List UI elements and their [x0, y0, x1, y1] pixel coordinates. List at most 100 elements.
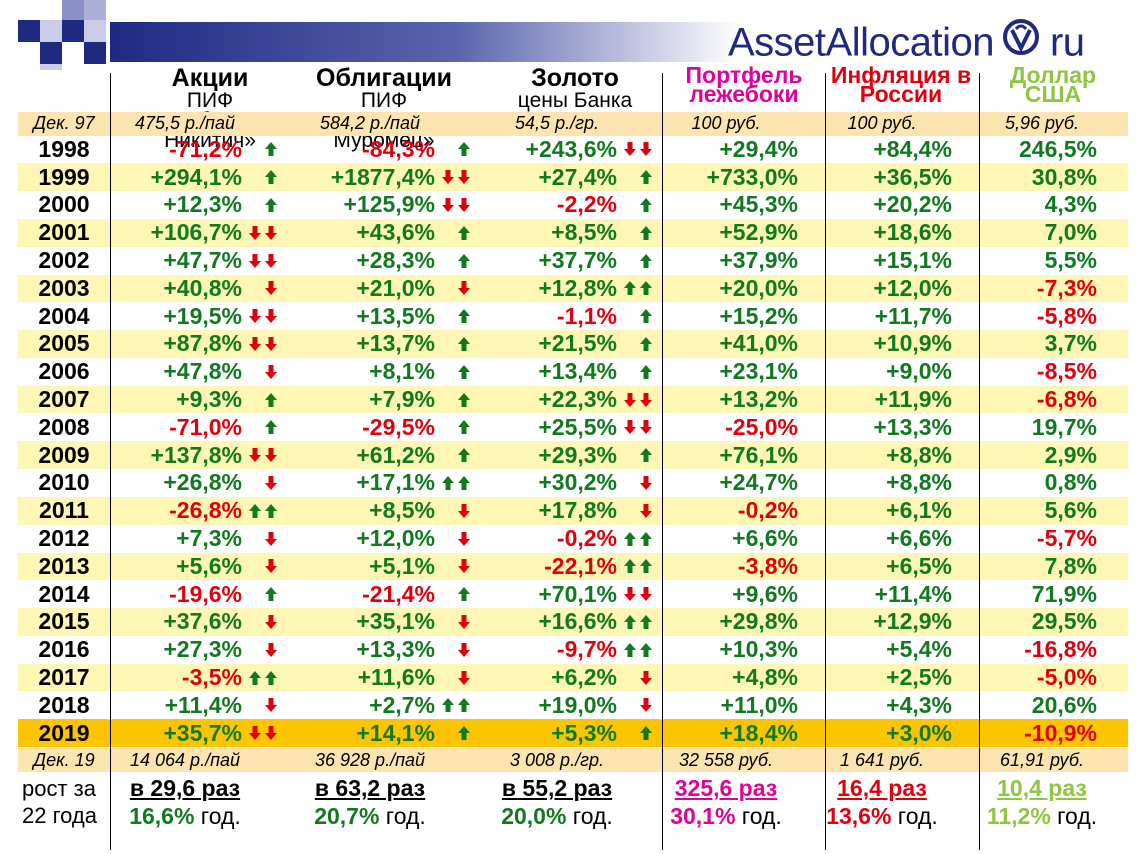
- arrows-gold: [623, 191, 653, 219]
- start-label: Дек. 97: [33, 113, 95, 133]
- arrow-up-icon: [458, 726, 470, 741]
- value-infl: +9,0%: [886, 358, 952, 385]
- arrow-up-icon: [640, 225, 652, 240]
- value-usd: -7,3%: [1036, 274, 1097, 301]
- start-row: Дек. 97 475,5 р./пай 584,2 р./пай 54,5 р./г…: [18, 111, 1128, 136]
- growth-akcii: в 29,6 раз: [129, 775, 241, 802]
- value-gold: -2,2%: [556, 191, 617, 218]
- value-usd: -6,8%: [1036, 386, 1097, 413]
- value-port: +9,6%: [732, 580, 798, 607]
- arrows-gold: [623, 386, 653, 414]
- value-infl: +2,5%: [886, 664, 952, 691]
- arrow-down-icon: [265, 559, 277, 574]
- arrows-gold: [623, 358, 653, 386]
- arrow-down-icon: [624, 392, 636, 407]
- value-port: +4,8%: [732, 664, 798, 691]
- ref-infl: 1 641 руб.: [840, 749, 924, 770]
- value-obl: +11,6%: [357, 664, 435, 691]
- arrow-down-icon: [442, 197, 454, 212]
- header-title: Доллар США: [1009, 62, 1097, 107]
- value-obl: +17,1%: [356, 469, 435, 496]
- ref-obl: 584,2 р./пай: [320, 113, 420, 133]
- header-title: Акции: [171, 64, 249, 92]
- table-row: 2014 -19,6% -21,4% +70,1% +9,6% +11,4% 71,9%: [18, 580, 1128, 608]
- value-obl: +8,1%: [369, 358, 435, 385]
- arrows-obl: [441, 553, 471, 581]
- annual-pct: 30,1%: [670, 802, 736, 829]
- year-label: 1999: [38, 163, 90, 190]
- separator: [662, 73, 663, 850]
- value-usd: -5,0%: [1036, 664, 1097, 691]
- value-gold: -22,1%: [544, 552, 617, 579]
- value-port: +20,0%: [719, 274, 798, 301]
- year-label: 2017: [38, 664, 90, 691]
- arrows-gold: [623, 163, 653, 191]
- arrow-down-icon: [640, 587, 652, 602]
- table-row: 1999 +294,1% +1877,4% +27,4% +733,0% +36,5% 30…: [18, 163, 1128, 192]
- header-usd: Доллар США: [992, 62, 1114, 107]
- table-row: 2005 +87,8% +13,7% +21,5% +41,0% +10,9% 3,7%: [18, 330, 1128, 358]
- value-infl: +3,0%: [886, 719, 952, 746]
- annual-pct: 13,6%: [826, 802, 892, 829]
- value-port: -25,0%: [725, 413, 798, 440]
- arrows-akcii: [248, 302, 278, 330]
- ref-port: 100 руб.: [691, 113, 761, 133]
- end-row: Дек. 19 14 064 р./пай 36 928 р./пай 3 008 р…: [18, 748, 1128, 773]
- arrows-obl: [441, 525, 471, 553]
- annual-usd: 11,2% год.: [957, 802, 1127, 830]
- value-usd: -8,5%: [1036, 358, 1097, 385]
- value-usd: 2,9%: [1044, 441, 1097, 468]
- growth-obl: в 63,2 раз: [314, 775, 426, 802]
- arrow-up-icon: [640, 170, 652, 185]
- arrow-up-icon: [265, 170, 277, 185]
- arrow-down-icon: [640, 475, 652, 490]
- arrow-down-icon: [249, 726, 261, 741]
- arrow-up-icon: [640, 364, 652, 379]
- arrows-obl: [441, 497, 471, 525]
- value-usd: 19,7%: [1031, 413, 1097, 440]
- annual-pct: 11,2%: [986, 802, 1051, 829]
- arrow-up-icon: [640, 197, 652, 212]
- value-gold: -9,7%: [556, 636, 617, 663]
- table-row: 2007 +9,3% +7,9% +22,3% +13,2% +11,9% -6,8%: [18, 385, 1128, 414]
- arrows-obl: [441, 219, 471, 247]
- year-label: 2010: [38, 469, 90, 496]
- annual-infl: 13,6% год.: [797, 802, 967, 830]
- value-port: -0,2%: [737, 497, 798, 524]
- end-label: Дек. 19: [33, 749, 95, 770]
- arrows-obl: [441, 163, 471, 191]
- value-obl: +7,9%: [369, 386, 435, 413]
- growth-row: рост за в 29,6 раз в 63,2 раз в 55,2 раз 325…: [18, 775, 1128, 802]
- value-infl: +10,9%: [873, 330, 952, 357]
- year-label: 2014: [38, 580, 90, 607]
- value-usd: 4,3%: [1044, 191, 1097, 218]
- arrow-up-icon: [640, 336, 652, 351]
- arrows-obl: [441, 636, 471, 664]
- value-port: +29,8%: [719, 608, 798, 635]
- annual-akcii: 16,6% год.: [100, 802, 270, 830]
- arrow-up-icon: [442, 475, 454, 490]
- ref-gold: 54,5 р./гр.: [515, 113, 599, 133]
- annual-suffix: год.: [566, 802, 613, 829]
- year-label: 1998: [38, 135, 90, 162]
- globe-icon: [1002, 18, 1040, 66]
- value-gold: +29,3%: [538, 441, 617, 468]
- arrows-gold: [623, 219, 653, 247]
- value-akcii: +9,3%: [176, 386, 242, 413]
- year-label: 2018: [38, 691, 90, 718]
- table-row: 2002 +47,7% +28,3% +37,7% +37,9% +15,1% 5,5%: [18, 247, 1128, 275]
- value-obl: +43,6%: [356, 219, 435, 246]
- arrow-down-icon: [265, 614, 277, 629]
- growth-gold: в 55,2 раз: [501, 775, 613, 802]
- arrow-up-icon: [640, 642, 652, 657]
- value-gold: +21,5%: [538, 330, 617, 357]
- value-obl: +8,5%: [369, 497, 435, 524]
- arrow-up-icon: [249, 670, 261, 685]
- arrow-up-icon: [458, 698, 470, 713]
- arrow-up-icon: [458, 475, 470, 490]
- value-akcii: +12,3%: [163, 191, 242, 218]
- value-akcii: +27,3%: [163, 636, 242, 663]
- value-gold: +70,1%: [538, 580, 617, 607]
- annual-obl: 20,7% год.: [285, 802, 455, 830]
- growth-usd: 10,4 раз: [997, 775, 1087, 802]
